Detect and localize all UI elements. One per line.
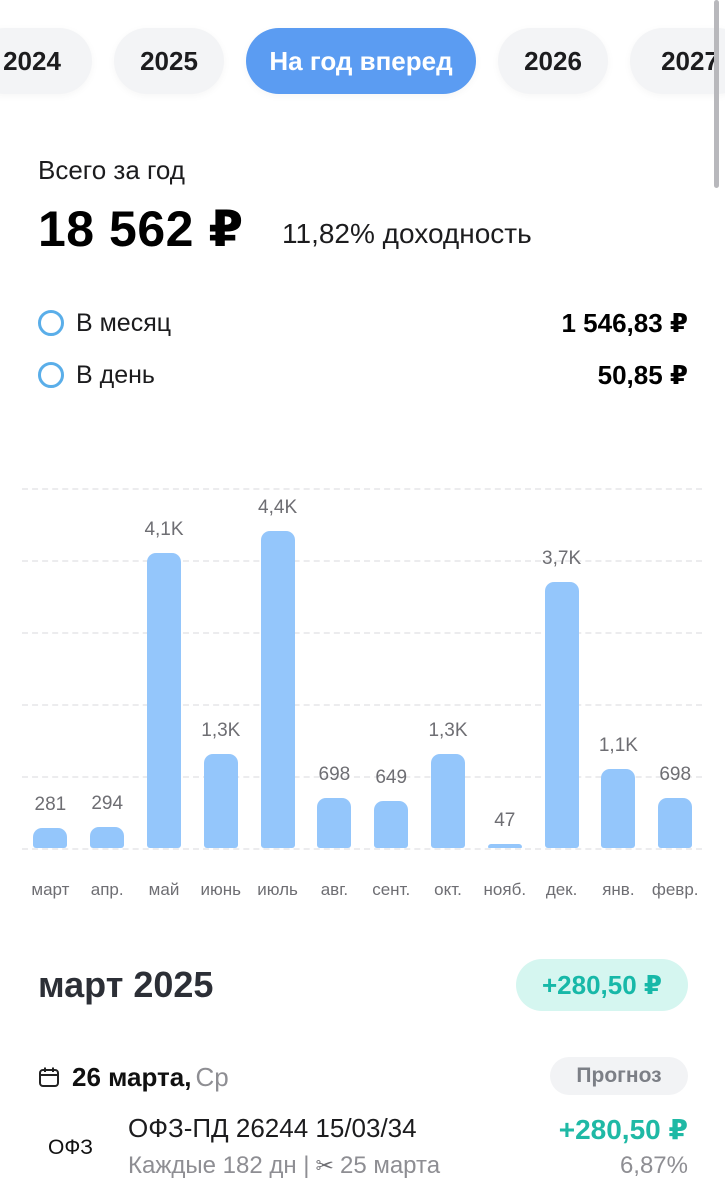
payment-date-row: 26 марта, Ср xyxy=(38,1058,229,1096)
stat-month-row: В месяц 1 546,83 ₽ xyxy=(38,303,688,343)
stat-month-label: В месяц xyxy=(76,308,172,337)
tab-2027[interactable]: 2027 xyxy=(630,28,725,94)
bar-value-label: 698 xyxy=(318,763,351,785)
month-axis-label: февр. xyxy=(651,880,699,899)
chart-bar[interactable] xyxy=(33,827,68,848)
chart-bar[interactable] xyxy=(203,754,238,848)
tab-2024[interactable]: 2024 xyxy=(0,28,92,94)
bond-yield: 6,87% xyxy=(619,1152,688,1179)
month-axis-label: окт. xyxy=(434,880,462,899)
chart-bar[interactable] xyxy=(374,801,409,848)
total-label: Всего за год xyxy=(38,155,185,185)
month-axis-label: янв. xyxy=(602,880,635,899)
chart-bar[interactable] xyxy=(317,797,352,848)
month-axis-label: дек. xyxy=(545,880,578,899)
bar-value-label: 1,3K xyxy=(428,720,468,742)
stat-day-label: В день xyxy=(76,360,155,389)
circle-icon xyxy=(38,362,64,388)
gridline xyxy=(22,632,702,634)
circle-icon xyxy=(38,310,64,336)
chart-bar[interactable] xyxy=(147,552,181,848)
bond-period: Каждые 182 дн | xyxy=(128,1152,310,1179)
chart-bar[interactable] xyxy=(260,531,295,848)
month-total-badge: +280,50 ₽ xyxy=(516,959,688,1011)
stat-day-row: В день 50,85 ₽ xyxy=(38,355,688,395)
chart-bar[interactable] xyxy=(90,826,125,848)
chart-bar[interactable] xyxy=(601,768,636,848)
bar-value-label: 47 xyxy=(494,810,516,831)
forecast-badge: Прогноз xyxy=(550,1057,688,1095)
month-axis-label: сент. xyxy=(372,880,411,899)
gridline xyxy=(22,776,702,778)
month-axis-label: май xyxy=(148,880,180,899)
scrollbar[interactable] xyxy=(714,0,719,188)
month-axis-label: авг. xyxy=(320,880,349,899)
bond-amount: +280,50 ₽ xyxy=(558,1114,688,1145)
bar-value-label: 281 xyxy=(34,793,67,815)
yield-text: 11,82% доходность xyxy=(282,218,532,249)
gridline xyxy=(22,560,702,562)
chart-bar[interactable] xyxy=(431,754,465,848)
month-axis-label: апр. xyxy=(90,880,124,899)
tab-2026[interactable]: 2026 xyxy=(498,28,608,94)
calendar-icon xyxy=(39,1067,59,1087)
month-axis-label: март xyxy=(31,880,70,899)
bar-value-label: 3,7K xyxy=(542,547,582,569)
tab-2025[interactable]: 2025 xyxy=(114,28,224,94)
bond-cut-date: 25 марта xyxy=(339,1152,441,1179)
month-axis-label: июль xyxy=(257,880,298,899)
bar-value-label: 1,1K xyxy=(598,734,638,756)
year-tabs: 2024 2025 На год вперед 2026 2027 xyxy=(0,0,725,118)
scissors-icon: ✂ xyxy=(315,1153,334,1178)
gridline xyxy=(22,488,702,490)
bar-value-label: 294 xyxy=(91,792,124,814)
payments-chart: 281 март 294 апр. 4,1K май 1,3K июнь 4,4K июль 698… xyxy=(0,470,725,910)
gridline xyxy=(22,848,702,850)
bond-details: Каждые 182 дн | ✂ 25 марта xyxy=(128,1152,440,1180)
bond-name[interactable]: ОФЗ-ПД 26244 15/03/34 xyxy=(128,1113,417,1143)
bar-value-label: 4,1K xyxy=(144,518,184,540)
stat-month-value: 1 546,83 ₽ xyxy=(561,307,688,338)
month-axis-label: нояб. xyxy=(483,880,527,899)
bar-value-label: 1,3K xyxy=(201,720,241,742)
total-value: 18 562 ₽ xyxy=(38,201,244,257)
bar-value-label: 649 xyxy=(375,767,408,789)
bar-value-label: 4,4K xyxy=(258,497,298,519)
stat-day-value: 50,85 ₽ xyxy=(597,359,688,390)
payment-date: 26 марта, xyxy=(72,1061,192,1092)
chart-bar[interactable] xyxy=(487,844,522,848)
chart-bar[interactable] xyxy=(658,797,693,848)
payment-weekday: Ср xyxy=(195,1061,229,1092)
chart-bar[interactable] xyxy=(544,581,579,848)
month-title: март 2025 xyxy=(38,964,214,1005)
gridline xyxy=(22,704,702,706)
ofz-logo: ОФЗ xyxy=(48,1136,93,1159)
bar-value-label: 698 xyxy=(659,763,692,785)
month-axis-label: июнь xyxy=(200,880,242,899)
tab-year-ahead[interactable]: На год вперед xyxy=(246,28,476,94)
